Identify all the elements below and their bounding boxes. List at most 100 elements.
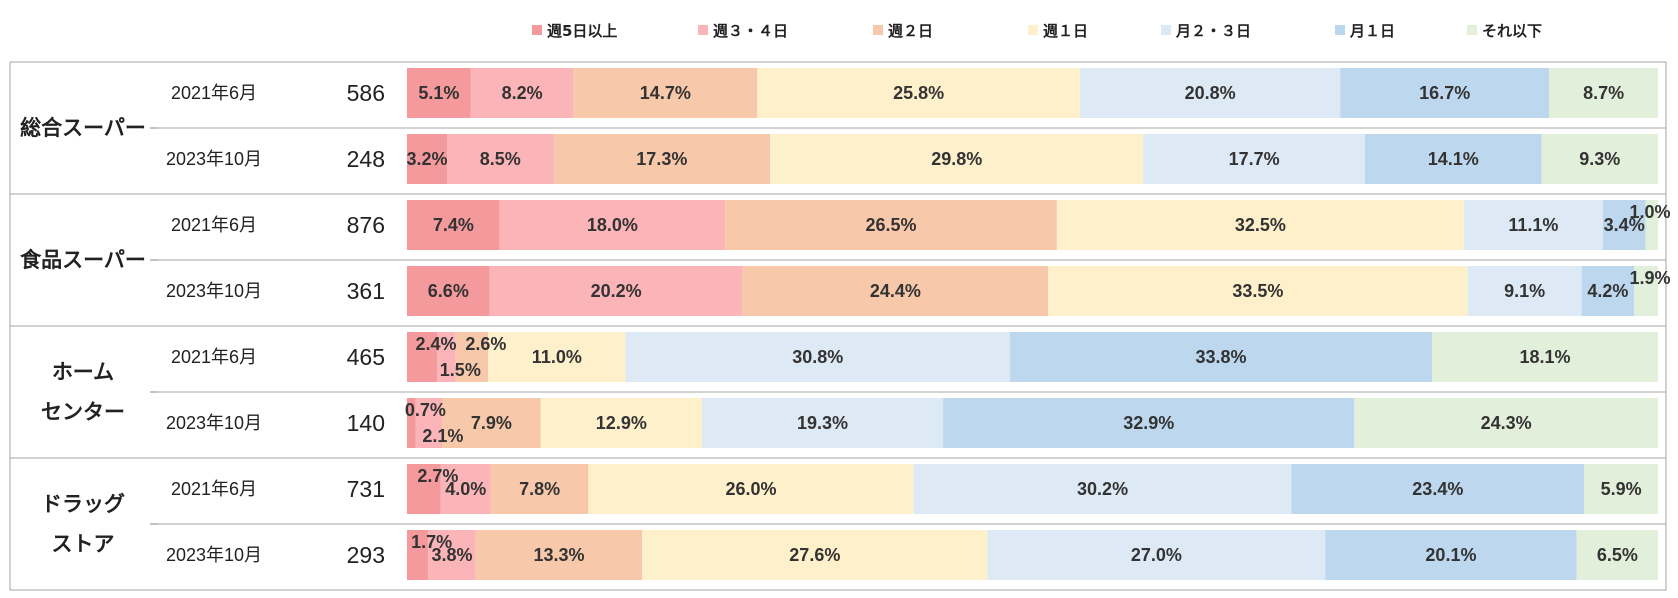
category-label: ドラッグ	[41, 492, 125, 516]
sample-size: 586	[347, 80, 385, 106]
bar-segment	[441, 398, 541, 448]
sample-size: 876	[347, 212, 385, 238]
bar-segment	[1291, 464, 1585, 514]
bar-segment	[1581, 266, 1635, 316]
period-label: 2023年10月	[166, 545, 262, 565]
bar-segment	[447, 134, 554, 184]
bar-segment	[488, 332, 626, 382]
data-label: 13.3%	[533, 545, 584, 565]
bar-segment	[407, 134, 448, 184]
bar-segment	[407, 200, 500, 250]
data-label: 4.0%	[445, 479, 486, 499]
data-label: 24.4%	[870, 281, 921, 301]
data-label: 1.5%	[440, 360, 481, 380]
bar-segment	[1432, 332, 1658, 382]
data-label: 5.1%	[418, 83, 459, 103]
data-label: 9.1%	[1504, 281, 1545, 301]
data-label: 5.9%	[1601, 479, 1642, 499]
bar-segment	[407, 68, 471, 118]
bar-segment	[642, 530, 988, 580]
bar-segment	[1048, 266, 1468, 316]
data-label: 27.0%	[1131, 545, 1182, 565]
bar-segment	[1364, 134, 1542, 184]
data-label: 7.9%	[471, 413, 512, 433]
sample-size: 140	[347, 410, 385, 436]
data-label: 20.8%	[1185, 83, 1236, 103]
data-label: 25.8%	[893, 83, 944, 103]
bar-segment	[1584, 464, 1658, 514]
category-label: 食品スーパー	[20, 248, 146, 272]
bar-segment	[757, 68, 1081, 118]
data-label: 32.5%	[1235, 215, 1286, 235]
bar-segment	[742, 266, 1049, 316]
bar-segment	[943, 398, 1355, 448]
category-label: 総合スーパー	[20, 116, 146, 140]
bar-segment	[407, 398, 416, 448]
data-label: 17.3%	[636, 149, 687, 169]
data-label: 26.5%	[865, 215, 916, 235]
data-label: 30.8%	[792, 347, 843, 367]
legend-label: 週１日	[1043, 22, 1088, 40]
data-label: 20.2%	[591, 281, 642, 301]
bar-segment	[415, 398, 442, 448]
bar-segment	[1143, 134, 1365, 184]
bar-segment	[540, 398, 702, 448]
bar-segment	[1325, 530, 1577, 580]
data-label: 27.6%	[789, 545, 840, 565]
data-label: 2.1%	[422, 426, 463, 446]
bar-segment	[1602, 200, 1646, 250]
bar-segment	[1354, 398, 1658, 448]
data-label: 18.1%	[1519, 347, 1570, 367]
period-label: 2021年6月	[171, 347, 257, 367]
sample-size: 465	[347, 344, 385, 370]
bar-segment	[770, 134, 1144, 184]
period-label: 2021年6月	[171, 83, 257, 103]
bar-segment	[1467, 266, 1582, 316]
bar-segment	[1080, 68, 1341, 118]
period-label: 2021年6月	[171, 215, 257, 235]
bar-segment	[1576, 530, 1658, 580]
data-label: 8.2%	[502, 83, 543, 103]
bar-segment	[428, 530, 476, 580]
data-label: 9.3%	[1579, 149, 1620, 169]
category-label: ホーム	[52, 360, 114, 384]
data-label: 20.1%	[1425, 545, 1476, 565]
bar-segment	[1634, 266, 1658, 316]
data-label: 8.7%	[1583, 83, 1624, 103]
data-label: 29.8%	[931, 149, 982, 169]
legend: 週5日以上 週３・４日 週２日 週１日 月２・３日 月１日 それ以下	[532, 22, 1542, 40]
legend-swatch	[1161, 25, 1171, 35]
bar-segment	[625, 332, 1011, 382]
data-label: 16.7%	[1419, 83, 1470, 103]
data-label: 30.2%	[1077, 479, 1128, 499]
data-label: 6.5%	[1597, 545, 1638, 565]
data-label: 1.9%	[1629, 268, 1670, 288]
legend-swatch	[698, 25, 708, 35]
data-label: 32.9%	[1123, 413, 1174, 433]
data-label: 6.6%	[428, 281, 469, 301]
sample-size: 361	[347, 278, 385, 304]
data-label: 33.8%	[1196, 347, 1247, 367]
legend-label: 月１日	[1349, 22, 1395, 40]
table-frame	[9, 61, 1667, 591]
sample-size: 293	[347, 542, 385, 568]
row-labels: 総合スーパー 2021年6月 586 2023年10月 248 食品スーパー 2021年6月…	[20, 80, 385, 568]
period-label: 2023年10月	[166, 413, 262, 433]
bars-area: 5.1% 8.2% 14.7% 25.8% 20.8% 16.7% 8.7% 3.2% 8.5%…	[405, 68, 1671, 580]
bar-segment	[407, 266, 490, 316]
bar-segment	[553, 134, 771, 184]
bar-segment	[987, 530, 1326, 580]
bar-segment	[725, 200, 1057, 250]
sample-size: 248	[347, 146, 385, 172]
bar-segment	[913, 464, 1292, 514]
legend-swatch	[1467, 25, 1477, 35]
period-label: 2021年6月	[171, 479, 257, 499]
bar-segment	[1541, 134, 1658, 184]
data-label: 2.4%	[415, 334, 456, 354]
bar-segment	[490, 464, 589, 514]
period-label: 2023年10月	[166, 149, 262, 169]
data-label: 2.6%	[465, 334, 506, 354]
bar-segment	[499, 200, 726, 250]
bar-segment	[1645, 200, 1658, 250]
bar-segment	[455, 332, 489, 382]
